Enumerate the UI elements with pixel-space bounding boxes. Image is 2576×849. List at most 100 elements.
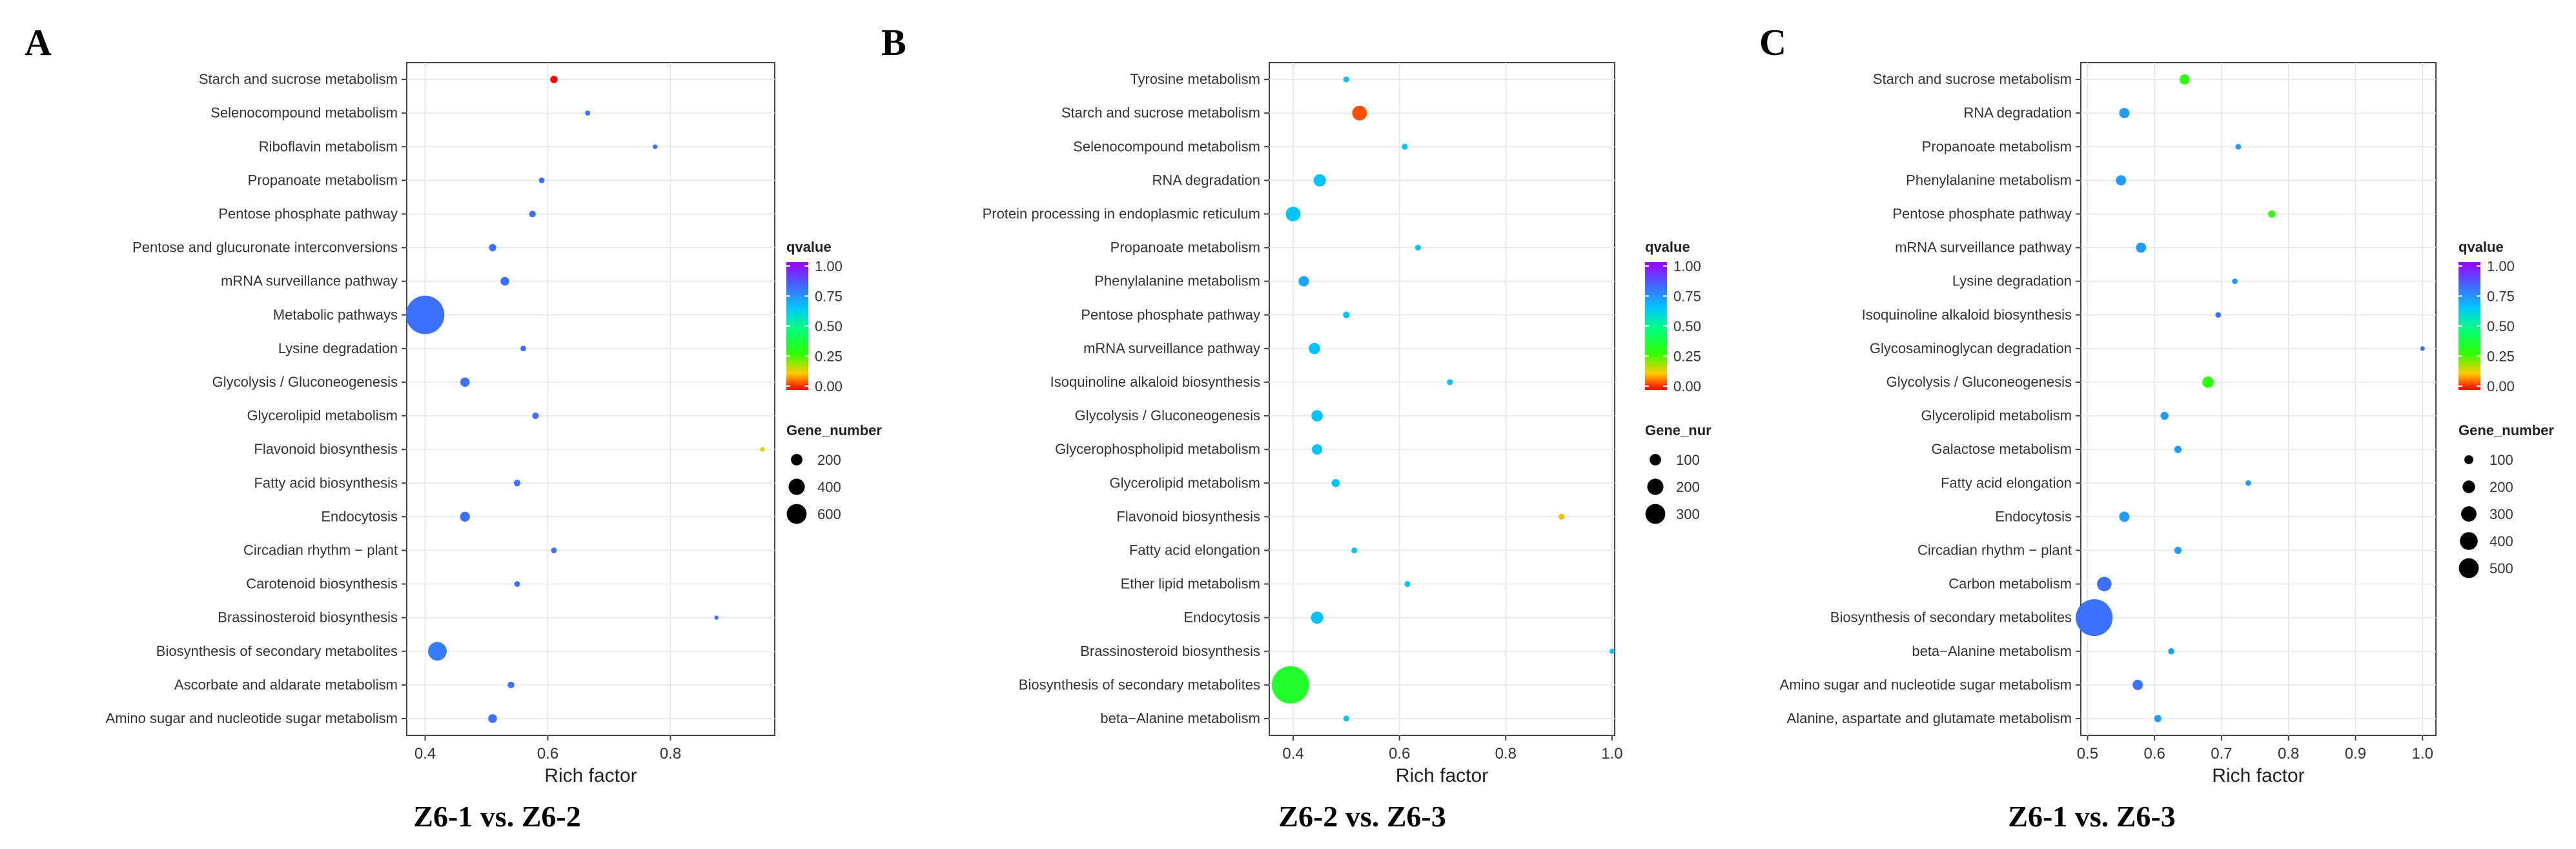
x-tick-label: 0.6 (1389, 745, 1410, 762)
y-tick-label: Propanoate metabolism (248, 172, 398, 188)
y-tick-label: Tyrosine metabolism (1130, 71, 1260, 87)
data-point (460, 511, 470, 522)
data-point (500, 276, 509, 286)
y-tick-label: Endocytosis (321, 508, 398, 524)
data-point (551, 547, 557, 553)
data-point (2119, 108, 2130, 119)
data-point (513, 480, 521, 487)
y-tick-label: Circadian rhythm − plant (1917, 542, 2072, 558)
y-tick-label: Ether lipid metabolism (1121, 576, 1260, 592)
data-point (2132, 679, 2143, 690)
x-tick-label: 0.9 (2345, 745, 2366, 762)
data-point (2235, 143, 2242, 150)
data-point (2136, 242, 2147, 253)
y-tick-label: Lysine degradation (1952, 273, 2072, 289)
y-tick-label: Carotenoid biosynthesis (246, 576, 398, 592)
x-tick-label: 0.5 (2077, 745, 2098, 762)
size-legend-label: 500 (2489, 560, 2513, 577)
data-point (2420, 346, 2425, 351)
color-scale-label: 0.00 (2487, 378, 2515, 394)
y-tick-label: Glycerolipid metabolism (1109, 475, 1260, 491)
color-scale-label: 0.75 (2487, 289, 2515, 305)
y-tick-label: Glycolysis / Gluconeogenesis (1886, 374, 2072, 390)
y-tick-label: Brassinosteroid biosynthesis (1080, 643, 1260, 659)
size-legend-dot (2464, 455, 2473, 464)
y-tick-label: Starch and sucrose metabolism (1873, 71, 2072, 87)
data-point (1404, 580, 1411, 588)
data-point (2119, 511, 2130, 522)
color-scale-label: 0.75 (1673, 289, 1701, 305)
y-tick-label: Protein processing in endoplasmic reticu… (983, 205, 1260, 221)
data-point (1311, 444, 1323, 455)
data-point (1285, 207, 1301, 221)
panel-letter: B (881, 21, 906, 63)
size-legend-dot (1647, 478, 1664, 495)
y-tick-label: Metabolic pathways (273, 307, 398, 323)
color-scale-label: 0.25 (815, 349, 843, 365)
y-tick-label: RNA degradation (1152, 172, 1260, 188)
size-legend-dot (2461, 506, 2477, 522)
y-tick-label: Pentose phosphate pathway (218, 205, 398, 221)
y-tick-label: Glycerophospholipid metabolism (1055, 441, 1260, 457)
data-point (1447, 379, 1453, 385)
y-tick-label: Galactose metabolism (1931, 441, 2072, 457)
y-tick-label: Biosynthesis of secondary metabolites (1830, 609, 2072, 626)
panel-B: B Tyrosine metabolism Starch and sucrose m… (881, 21, 1712, 833)
data-point (405, 295, 445, 334)
y-tick-label: Glycerolipid metabolism (1921, 407, 2072, 424)
data-point (460, 377, 470, 387)
size-legend-dot (2458, 558, 2479, 578)
y-tick-label: mRNA surveillance pathway (221, 273, 398, 289)
x-tick-label: 0.8 (2278, 745, 2299, 762)
color-scale-label: 0.00 (815, 378, 843, 394)
size-legend-label: 100 (1676, 452, 1700, 468)
y-tick-label: Amino sugar and nucleotide sugar metabol… (106, 710, 398, 726)
y-tick-label: Biosynthesis of secondary metabolites (1019, 677, 1260, 693)
data-point (1609, 648, 1615, 654)
panel-C: C Starch and sucrose metabolism RNA degrad… (1759, 21, 2554, 833)
y-tick-label: Starch and sucrose metabolism (199, 71, 398, 87)
legend-title-qvalue: qvalue (786, 239, 832, 255)
y-tick-label: Starch and sucrose metabolism (1061, 105, 1260, 121)
y-tick-label: Flavonoid biosynthesis (1116, 508, 1260, 524)
color-scale-label: 0.50 (2487, 318, 2515, 334)
data-point (1272, 666, 1309, 704)
data-point (2202, 376, 2214, 388)
size-legend-label: 200 (1676, 479, 1700, 495)
panel-letter: A (25, 21, 52, 63)
data-point (760, 447, 765, 452)
x-axis-title: Rich factor (2212, 765, 2304, 786)
y-tick-label: beta−Alanine metabolism (1100, 710, 1260, 726)
data-point (428, 642, 447, 661)
y-tick-label: beta−Alanine metabolism (1912, 643, 2072, 659)
color-scale-label: 0.50 (1673, 318, 1701, 334)
x-tick-label: 0.8 (660, 745, 681, 762)
size-legend-dot (791, 454, 802, 465)
data-point (1352, 105, 1367, 121)
y-tick-label: mRNA surveillance pathway (1895, 240, 2072, 256)
y-tick-label: Carbon metabolism (1948, 576, 2072, 592)
legend-title-qvalue: qvalue (2458, 239, 2504, 255)
size-legend-label: 200 (2489, 479, 2513, 495)
panel-caption: Z6-1 vs. Z6-3 (2008, 800, 2175, 833)
y-tick-label: mRNA surveillance pathway (1083, 340, 1260, 356)
data-point (1331, 478, 1340, 487)
data-point (2179, 74, 2190, 85)
y-tick-label: Endocytosis (1183, 609, 1260, 626)
y-tick-label: Selenocompound metabolism (1073, 138, 1260, 154)
y-tick-label: Alanine, aspartate and glutamate metabol… (1787, 710, 2072, 726)
y-tick-label: Glycolysis / Gluconeogenesis (1075, 407, 1260, 424)
y-tick-label: Glycosaminoglycan degradation (1870, 340, 2072, 356)
color-scale-label: 0.50 (815, 318, 843, 334)
panel-letter: C (1759, 21, 1786, 63)
data-point (585, 110, 591, 116)
data-point (2154, 715, 2162, 722)
data-point (1402, 143, 1408, 150)
y-tick-label: Biosynthesis of secondary metabolites (156, 643, 398, 659)
y-tick-label: Amino sugar and nucleotide sugar metabol… (1780, 677, 2072, 693)
plot-frame (1269, 62, 1615, 736)
y-tick-label: Selenocompound metabolism (210, 105, 398, 121)
data-point (532, 412, 539, 420)
size-legend-dot (2462, 480, 2475, 493)
data-point (1351, 547, 1358, 554)
